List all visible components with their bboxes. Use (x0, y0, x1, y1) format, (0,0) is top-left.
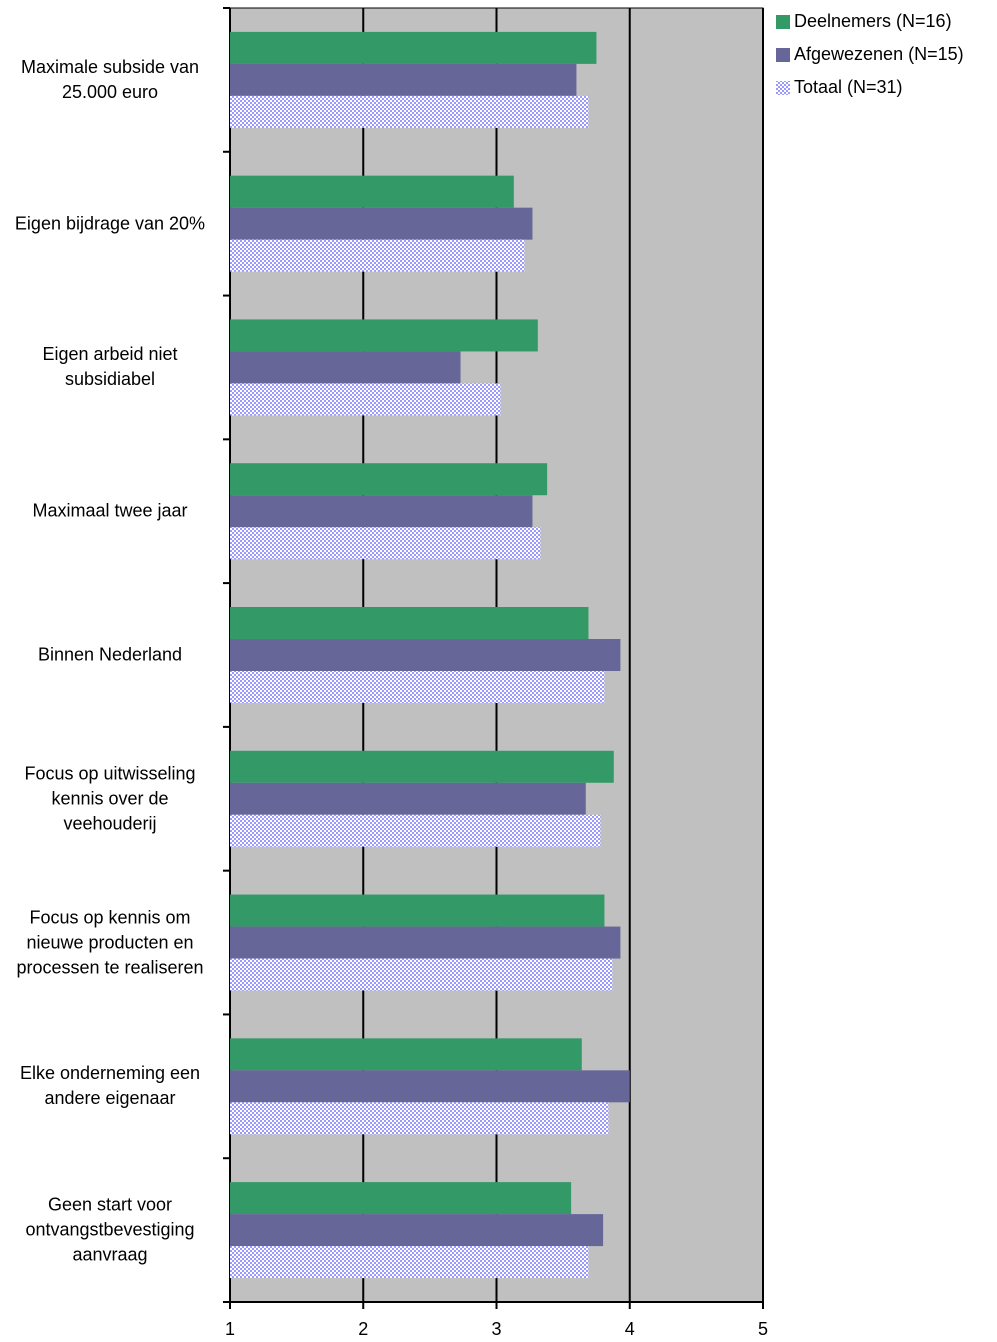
x-tick-label: 2 (358, 1319, 368, 1339)
bar (230, 1246, 589, 1279)
legend-swatch (776, 48, 790, 62)
bar (230, 894, 605, 927)
bar (230, 1102, 609, 1135)
bar (230, 958, 613, 991)
bar (230, 175, 514, 208)
bar (230, 527, 541, 560)
category-label: Maximaal twee jaar (32, 500, 188, 521)
legend-label: Afgewezenen (N=15) (794, 44, 964, 64)
category-label: Binnen Nederland (37, 644, 183, 665)
bar (230, 1182, 572, 1215)
bar (230, 607, 589, 639)
legend-swatch (776, 81, 790, 95)
x-tick-label: 4 (625, 1319, 635, 1339)
bar (230, 750, 614, 783)
bar (230, 319, 538, 352)
legend-label: Totaal (N=31) (794, 77, 903, 97)
bar (230, 814, 601, 847)
bar (230, 1214, 604, 1247)
category-label: Eigen bijdrage van 20% (14, 213, 206, 234)
bar (230, 463, 548, 496)
bar (230, 207, 533, 240)
bar (230, 926, 621, 959)
category-label: Geen start voor ontvangstbevestiging aan… (25, 1194, 195, 1265)
bar (230, 1070, 630, 1103)
bar (230, 383, 501, 416)
category-label: Maximale subside van 25.000 euro (20, 56, 200, 102)
bar (230, 351, 461, 384)
bar (230, 671, 605, 703)
bar (230, 639, 621, 671)
bar (230, 63, 577, 96)
category-label: Eigen arbeid niet subsidiabel (42, 344, 178, 390)
legend-swatch (776, 15, 790, 29)
x-tick-label: 5 (758, 1319, 768, 1339)
legend-label: Deelnemers (N=16) (794, 11, 952, 31)
bar (230, 31, 597, 64)
bar (230, 95, 589, 128)
bar (230, 239, 525, 272)
bar (230, 1038, 582, 1071)
category-label: Focus op kennis om nieuwe producten en p… (16, 907, 204, 978)
bar (230, 495, 533, 528)
x-tick-label: 3 (491, 1319, 501, 1339)
category-label: Elke onderneming een andere eigenaar (19, 1063, 201, 1109)
bar (230, 782, 586, 815)
x-tick-label: 1 (225, 1319, 235, 1339)
category-label: Focus op uitwisseling kennis over de vee… (24, 763, 196, 834)
